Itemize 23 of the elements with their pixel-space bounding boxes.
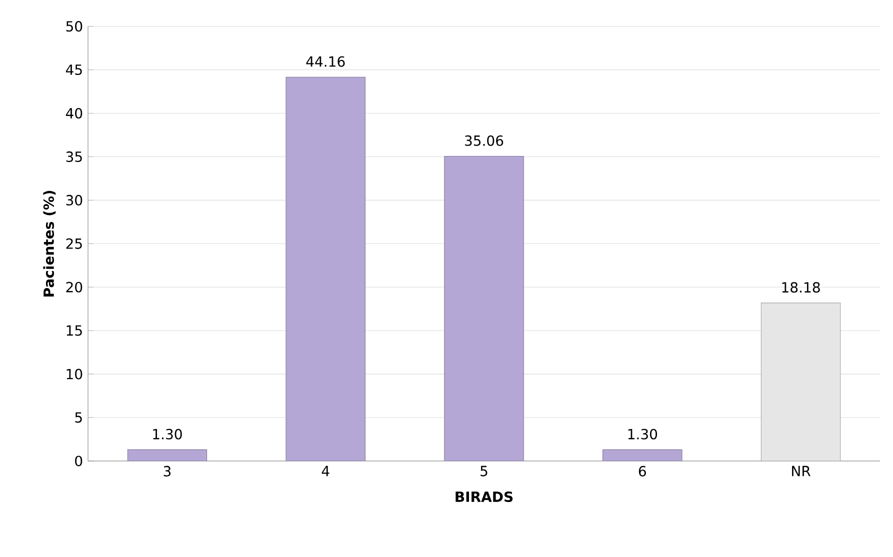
y-tick-label: 45: [66, 64, 82, 75]
x-tick-label: 4: [322, 466, 330, 476]
x-tick-label: 6: [638, 466, 646, 476]
y-tick-label: 30: [66, 194, 82, 206]
y-axis-title: Pacientes (%): [43, 190, 56, 296]
x-tick-label: NR: [792, 466, 810, 476]
y-tick-label: 0: [75, 456, 82, 466]
y-tick-label: 15: [66, 325, 82, 336]
data-label: 35.06: [465, 135, 504, 146]
y-tick-label: 50: [66, 21, 82, 32]
data-label: 44.16: [306, 56, 345, 67]
data-label: 18.18: [782, 282, 820, 293]
data-label: 1.30: [153, 428, 182, 440]
y-tick-label: 10: [66, 368, 82, 380]
y-tick-label: 40: [66, 108, 82, 119]
y-tick-label: 25: [66, 238, 82, 249]
x-tick-label: 3: [164, 466, 171, 476]
y-tick-label: 5: [75, 412, 82, 423]
x-tick-label: 5: [480, 466, 488, 476]
y-tick-label: 35: [66, 151, 82, 162]
x-axis-title: BIRADS: [456, 491, 513, 502]
data-label: 1.30: [628, 428, 658, 440]
y-tick-label: 20: [66, 282, 82, 292]
